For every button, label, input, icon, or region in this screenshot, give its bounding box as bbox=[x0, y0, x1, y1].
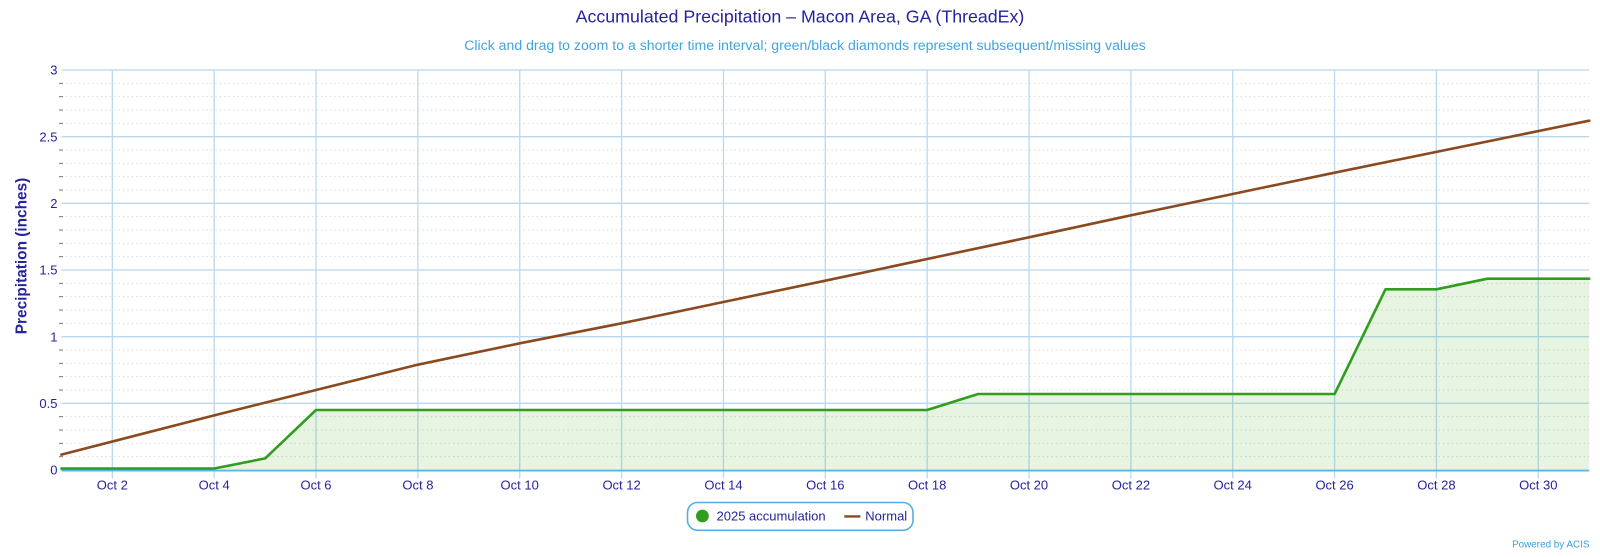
svg-text:Oct 12: Oct 12 bbox=[602, 478, 640, 493]
svg-text:Oct 10: Oct 10 bbox=[501, 478, 539, 493]
svg-text:3: 3 bbox=[50, 63, 57, 78]
svg-text:Powered by ACIS: Powered by ACIS bbox=[1512, 540, 1590, 551]
svg-text:Oct 2: Oct 2 bbox=[97, 478, 128, 493]
svg-text:1.5: 1.5 bbox=[39, 263, 57, 278]
svg-text:Oct 14: Oct 14 bbox=[704, 478, 742, 493]
svg-text:0.5: 0.5 bbox=[39, 396, 57, 411]
svg-text:Precipitation (inches): Precipitation (inches) bbox=[14, 178, 31, 335]
svg-text:Oct 22: Oct 22 bbox=[1112, 478, 1150, 493]
svg-text:Oct 26: Oct 26 bbox=[1315, 478, 1353, 493]
svg-text:Accumulated Precipitation – Ma: Accumulated Precipitation – Macon Area, … bbox=[576, 7, 1025, 27]
svg-text:Oct 6: Oct 6 bbox=[300, 478, 331, 493]
svg-text:Oct 8: Oct 8 bbox=[402, 478, 433, 493]
svg-text:1: 1 bbox=[50, 329, 57, 344]
svg-text:Oct 28: Oct 28 bbox=[1417, 478, 1455, 493]
svg-text:Oct 4: Oct 4 bbox=[199, 478, 230, 493]
svg-text:Oct 16: Oct 16 bbox=[806, 478, 844, 493]
svg-text:Oct 18: Oct 18 bbox=[908, 478, 946, 493]
svg-text:Oct 20: Oct 20 bbox=[1010, 478, 1048, 493]
svg-text:2025 accumulation: 2025 accumulation bbox=[717, 509, 826, 524]
svg-text:Oct 30: Oct 30 bbox=[1519, 478, 1557, 493]
svg-text:Click and drag to zoom to a sh: Click and drag to zoom to a shorter time… bbox=[464, 37, 1146, 53]
svg-text:2: 2 bbox=[50, 196, 57, 211]
svg-text:0: 0 bbox=[50, 463, 57, 478]
svg-text:Normal: Normal bbox=[865, 509, 907, 524]
svg-text:Oct 24: Oct 24 bbox=[1214, 478, 1252, 493]
svg-text:2.5: 2.5 bbox=[39, 129, 57, 144]
